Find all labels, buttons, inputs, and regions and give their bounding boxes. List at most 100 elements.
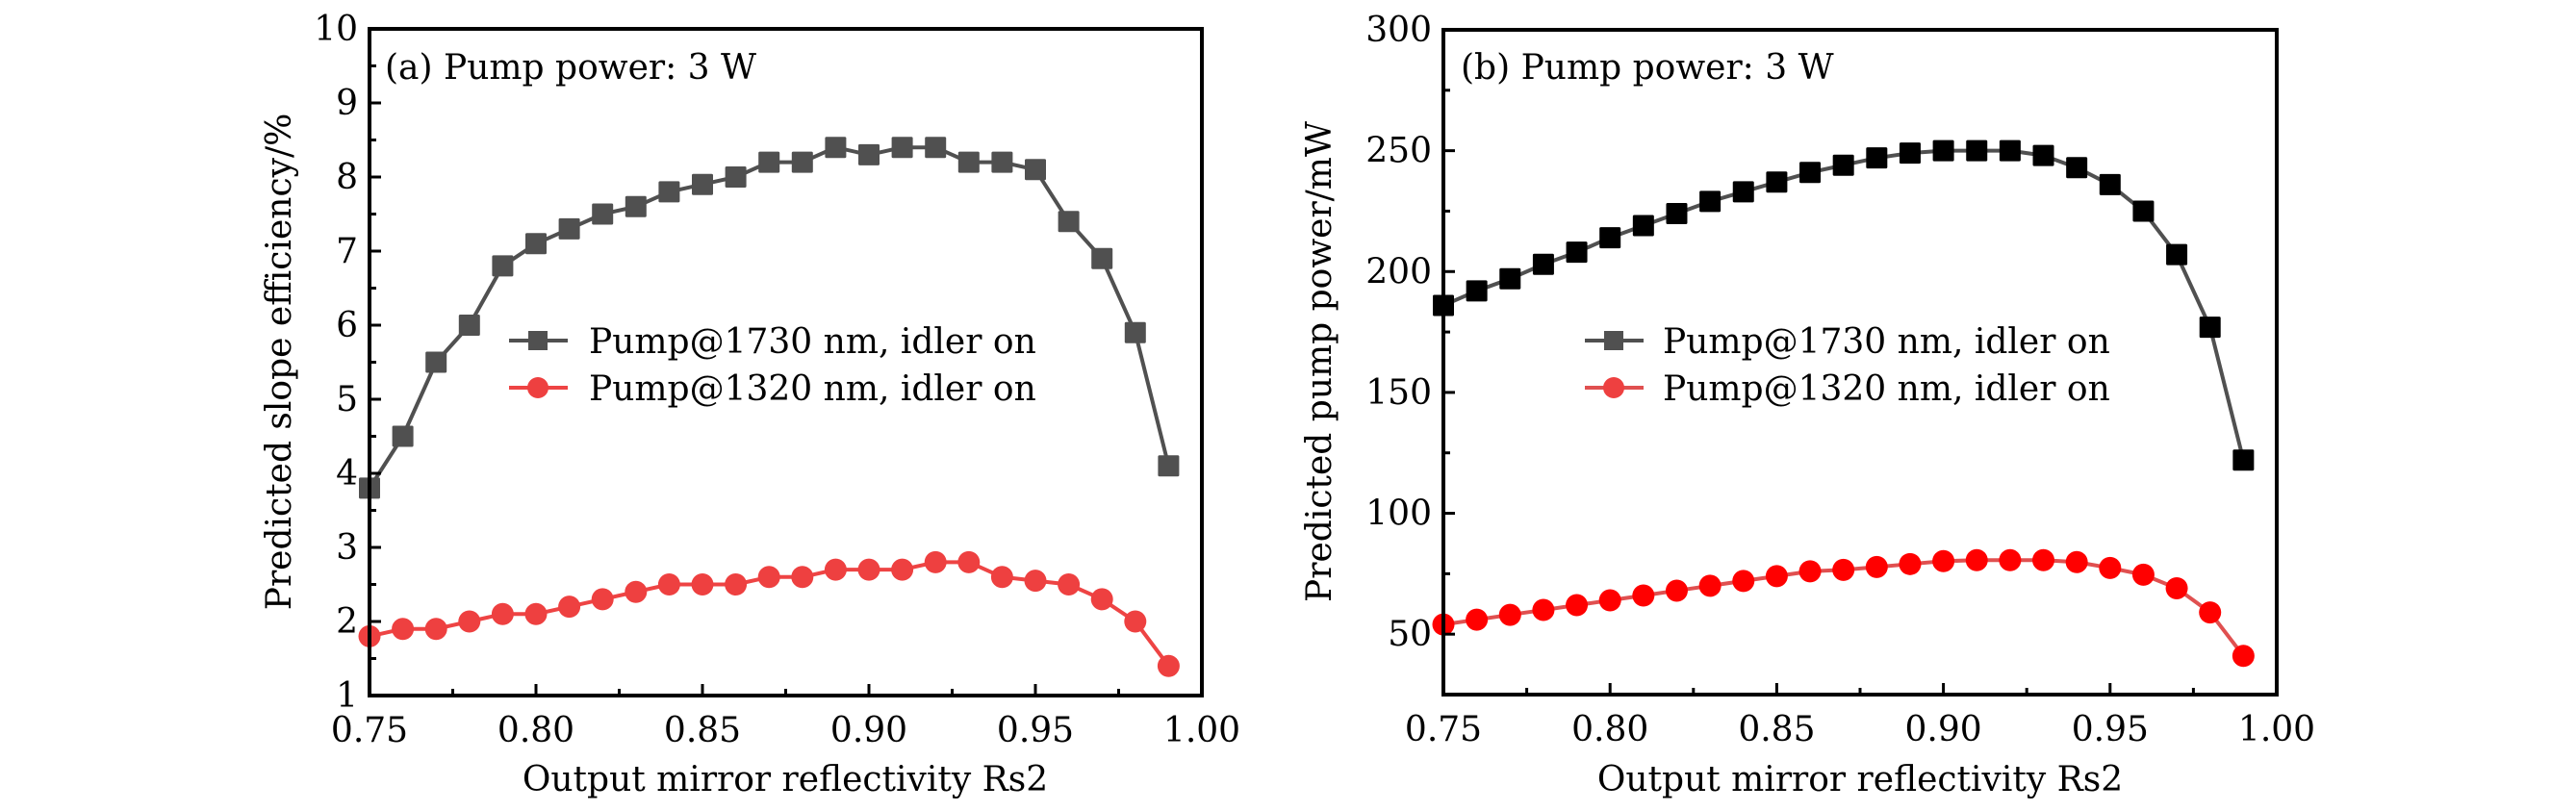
panel-b-x-tick-label: 0.80	[1571, 710, 1648, 749]
panel-a-y-tick-label: 7	[336, 232, 358, 271]
panel-b-x-tick-label: 1.00	[2238, 710, 2315, 749]
panel-b-y-tick-label: 300	[1365, 11, 1432, 50]
panel-a-series-1-line	[368, 145, 1171, 490]
chart-panel-b: 0.75 0.80 0.85 0.90 0.95 1.00 50 100 150 200 250 30…	[1300, 11, 2315, 799]
panel-a-series-2-point	[491, 602, 514, 625]
panel-a-axes: 0.75 0.80 0.85 0.90 0.95 1.00 1 2 3 4 5 6 7 8 9 10	[314, 10, 1240, 750]
panel-a-series-1-point	[592, 203, 614, 225]
panel-a-series-1-point	[1091, 247, 1113, 269]
panel-a-legend-label-2: Pump@1320 nm, idler on	[589, 369, 1036, 409]
panel-b-series-1-point	[2232, 449, 2255, 471]
panel-b-legend-label-2: Pump@1320 nm, idler on	[1663, 369, 2110, 409]
panel-a-series-1-point	[825, 137, 847, 159]
panel-b-y-axis-title: Predicted pump power/mW	[1300, 121, 1339, 602]
panel-a-series-1-point	[558, 217, 580, 240]
panel-b-legend-label-1: Pump@1730 nm, idler on	[1663, 322, 2110, 362]
panel-a-series-1-point	[658, 181, 680, 203]
panel-a-series-2-point	[891, 558, 914, 581]
panel-a-y-tick-label: 2	[336, 602, 358, 642]
panel-a-series-2-point	[524, 602, 548, 625]
panel-a-series-2-point	[824, 558, 847, 581]
panel-b-series-2-point	[1732, 570, 1755, 593]
panel-b-series-1-point	[1999, 139, 2021, 162]
panel-a-series-2-point	[591, 588, 614, 611]
panel-a-series-1-point	[725, 166, 747, 188]
panel-a-x-tick-label: 0.75	[331, 711, 408, 750]
panel-b-series-2-point	[1999, 548, 2022, 571]
panel-a-series-2-point	[558, 596, 581, 619]
panel-a-series-2-point	[392, 618, 415, 641]
panel-b-series-1-point	[1599, 227, 1621, 249]
panel-b-x-tick-label: 0.85	[1738, 710, 1815, 749]
panel-a-y-tick-label: 6	[336, 306, 358, 345]
panel-b-series-2-point	[1832, 558, 1855, 581]
panel-b-series-1-point	[2066, 157, 2088, 179]
panel-b-x-tick-label: 0.75	[1405, 710, 1482, 749]
panel-a-series-1-point	[925, 137, 947, 159]
panel-a-series-1-point	[758, 151, 780, 173]
panel-a-legend-square-icon	[528, 331, 548, 350]
panel-b-series-1-point	[2099, 173, 2121, 195]
panel-a-series-2-point	[924, 550, 947, 573]
chart-panel-a: 0.75 0.80 0.85 0.90 0.95 1.00 1 2 3 4 5 6 7 8 9 10 (a) …	[260, 10, 1240, 799]
panel-a-y-axis-title: Predicted slope efficiency/%	[260, 114, 299, 611]
panel-b-series-2-point	[1899, 552, 1922, 575]
panel-a-series-1-point	[1025, 159, 1046, 181]
panel-a-y-tick-label: 4	[336, 454, 358, 494]
panel-b-x-tick-label: 0.90	[1905, 710, 1982, 749]
panel-b-series-2-point	[2032, 548, 2055, 571]
panel-a-series-1-point	[1058, 211, 1080, 233]
panel-b-series-2-point	[1498, 603, 1521, 626]
panel-a-series-1-point	[957, 151, 980, 173]
panel-a-series-2-point	[1090, 588, 1113, 611]
panel-a-series-1-point	[625, 195, 647, 217]
panel-b-series-1-point	[1932, 139, 1954, 162]
panel-b-series-2-point	[1932, 549, 1955, 572]
panel-b-series-1-point	[1899, 142, 1921, 165]
panel-a-x-tick-label: 0.95	[997, 711, 1074, 750]
panel-a-x-tick-label: 0.85	[664, 711, 741, 750]
panel-a-y-tick-label: 5	[336, 380, 358, 419]
panel-a-legend-entry-2: Pump@1320 nm, idler on	[509, 369, 1036, 409]
panel-a-x-axis-title: Output mirror reflectivity Rs2	[523, 760, 1048, 799]
panel-b-series-1-point	[1699, 190, 1722, 213]
panel-a-legend-label-1: Pump@1730 nm, idler on	[589, 322, 1036, 362]
panel-b-series-1-point	[1499, 267, 1521, 290]
panel-b-series-1-point	[2166, 243, 2188, 266]
panel-a-y-tick-label: 1	[336, 676, 358, 716]
panel-b-series-1-point	[2132, 200, 2155, 222]
panel-b-series-2-point	[2131, 563, 2155, 586]
panel-a-series-2-point	[657, 573, 680, 596]
panel-a-legend-circle-icon	[527, 377, 548, 398]
panel-a-series-2-point	[625, 580, 648, 603]
panel-a-plot-frame	[368, 27, 1204, 697]
panel-b-series-1-point	[1532, 253, 1554, 275]
panel-a-label: (a) Pump power: 3 W	[385, 48, 756, 88]
panel-a-series-2-point	[691, 573, 714, 596]
panel-a-series-2-point	[1124, 610, 1147, 633]
panel-b-series-2-point	[1632, 584, 1655, 607]
panel-a-series-2-point	[791, 566, 814, 589]
panel-a-series-2-point	[1157, 654, 1180, 677]
panel-a-x-tick-label: 0.80	[497, 711, 574, 750]
panel-b-series-1-point	[1732, 181, 1754, 203]
panel-b-series-1-point	[1966, 139, 1988, 162]
panel-a-series-2-point	[725, 573, 748, 596]
panel-a-series-1-point	[891, 137, 913, 159]
panel-a-series-1-point	[1124, 321, 1146, 343]
panel-b-series-2-point	[1698, 574, 1722, 597]
panel-b-series-1-point	[1632, 215, 1654, 237]
panel-a-series-1-point	[392, 425, 414, 447]
panel-b-label: (b) Pump power: 3 W	[1461, 48, 1834, 88]
panel-b-y-tick-label: 200	[1365, 252, 1432, 291]
panel-b-series-2-point	[2199, 601, 2222, 624]
panel-a-series-1-point	[492, 255, 514, 277]
panel-a-series-2-point	[1058, 573, 1081, 596]
panel-a-series-2-point	[424, 618, 447, 641]
panel-a-x-tick-label: 1.00	[1163, 711, 1240, 750]
panel-b-series-2-point	[2232, 645, 2255, 668]
panel-a-series-1-point	[791, 151, 813, 173]
panel-b-series-1-point	[1666, 202, 1688, 224]
panel-b-series-1-line	[1442, 148, 2246, 461]
panel-a-series-2-point	[990, 566, 1013, 589]
